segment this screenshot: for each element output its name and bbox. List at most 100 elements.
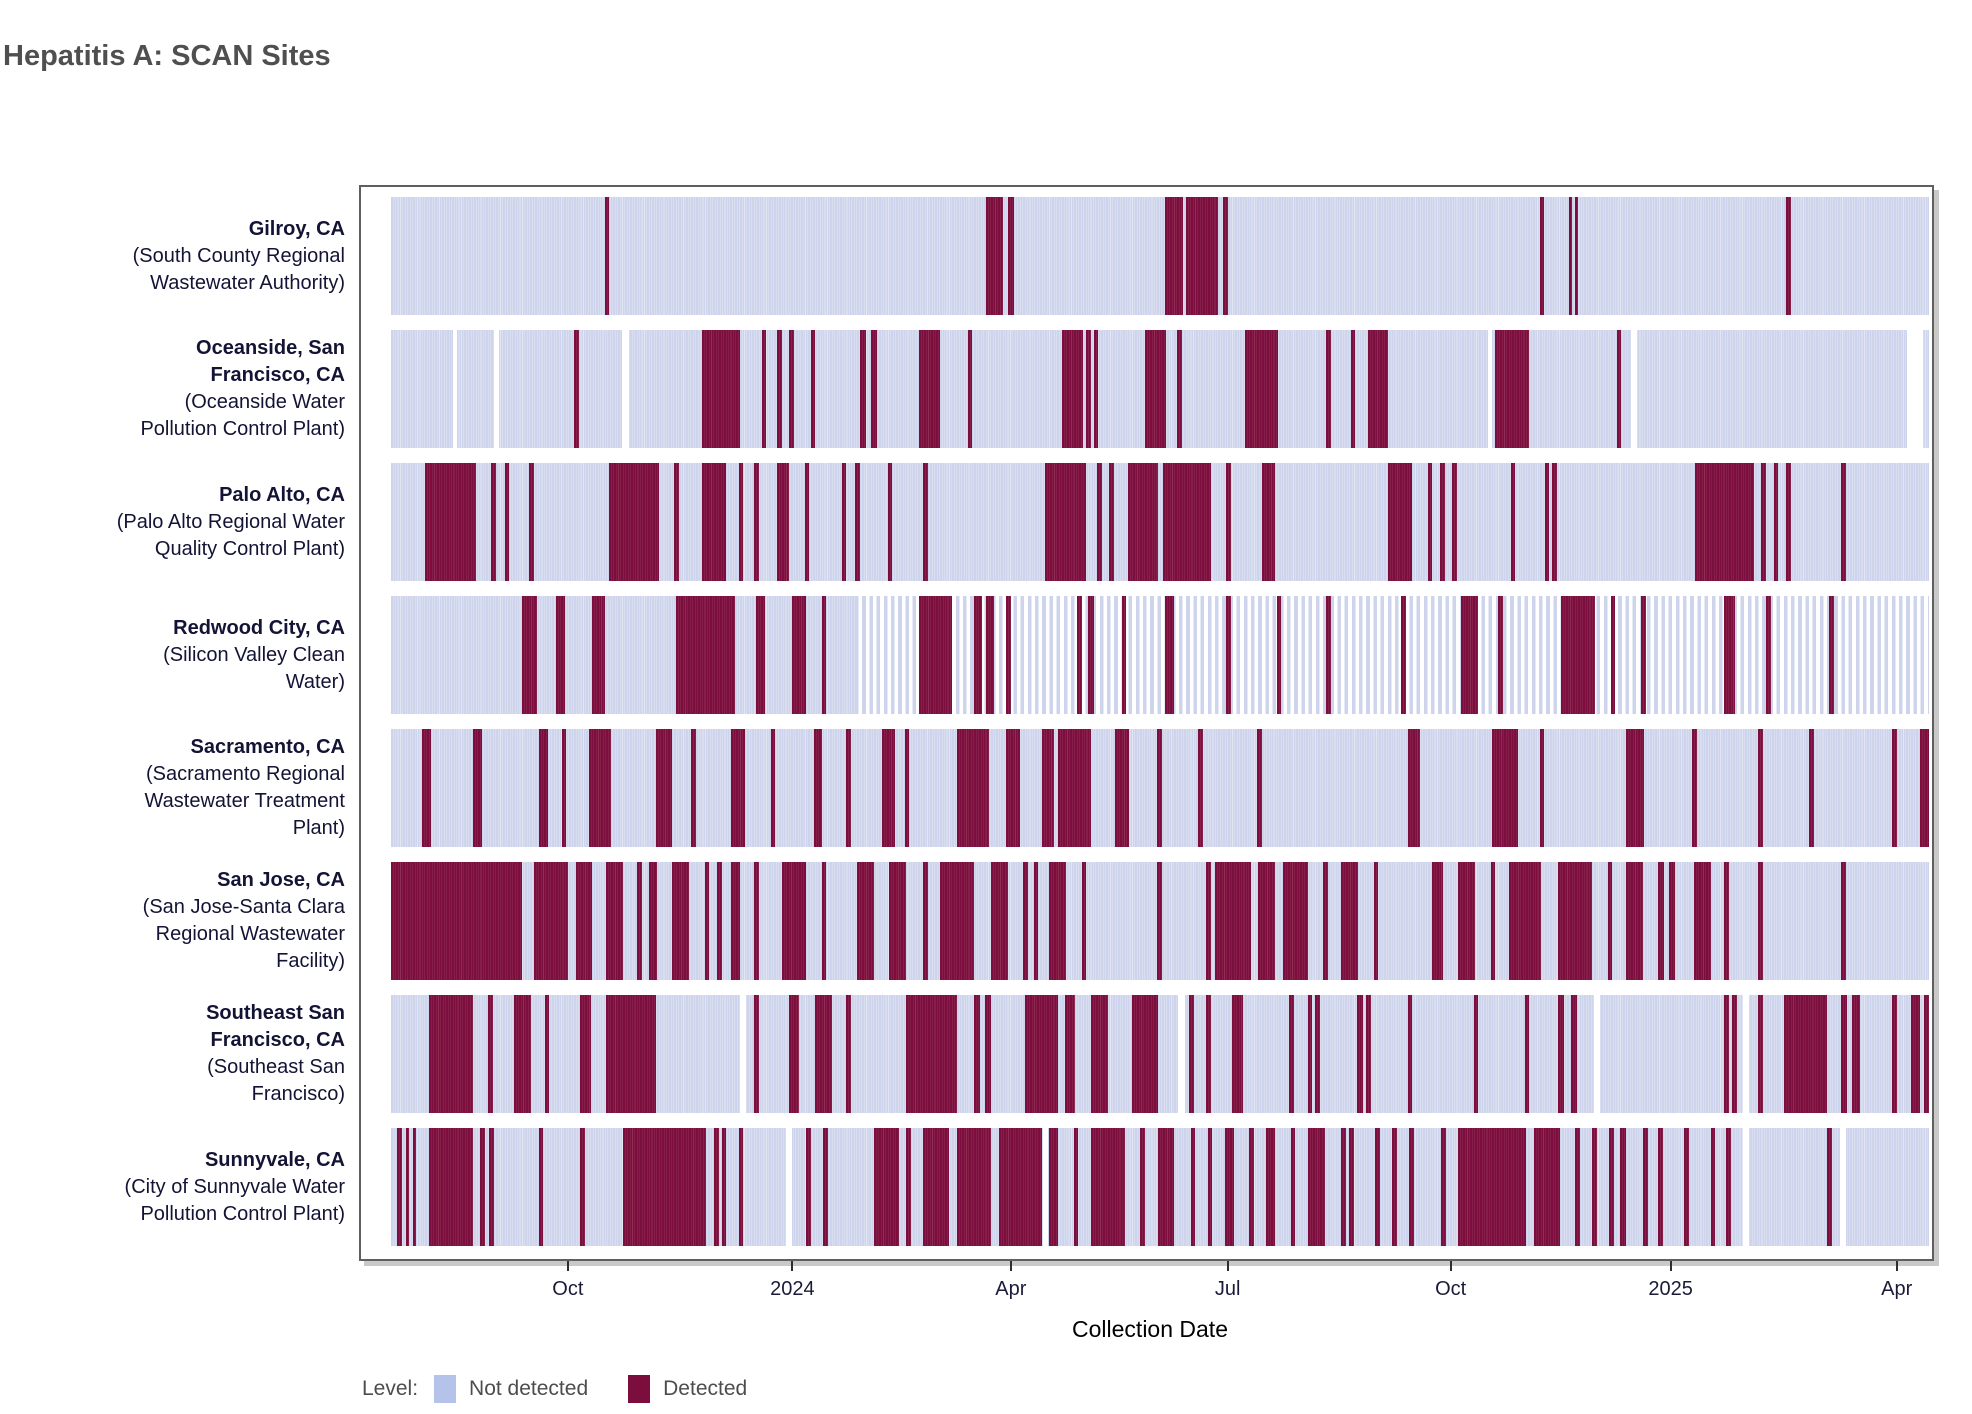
detected-segment: [1592, 1128, 1597, 1246]
facility-name-line: Wastewater Authority): [150, 271, 345, 294]
detected-segment: [555, 596, 565, 714]
detected-segment: [1190, 1128, 1196, 1246]
detected-segment: [504, 463, 510, 581]
detected-segment: [1163, 463, 1211, 581]
detected-segment: [918, 330, 941, 448]
detected-segment: [1341, 862, 1359, 980]
detected-segment: [1226, 596, 1231, 714]
facility-name-line: Francisco): [251, 1083, 345, 1105]
detected-segment: [1033, 862, 1039, 980]
x-tick-mark: [1226, 1261, 1229, 1271]
detected-segment: [1441, 1128, 1447, 1246]
detected-segment: [1758, 995, 1763, 1113]
no-data-gap: [740, 995, 747, 1113]
detected-segment: [940, 862, 974, 980]
detected-segment: [770, 729, 776, 847]
detected-segment: [1785, 197, 1791, 315]
detected-segment: [956, 729, 990, 847]
detected-segment: [1409, 1128, 1414, 1246]
x-tick-mark: [1895, 1261, 1898, 1271]
site-name-line: Southeast San: [206, 1002, 345, 1024]
detected-segment: [1642, 1128, 1648, 1246]
row-strip-sacramento-ca: [391, 729, 1929, 847]
detected-segment: [391, 862, 522, 980]
detected-segment: [1490, 862, 1496, 980]
detected-segment: [1558, 995, 1565, 1113]
detected-segment: [1349, 1128, 1354, 1246]
detected-segment: [1276, 596, 1282, 714]
detected-segment: [1207, 1128, 1213, 1246]
x-tick-mark: [1669, 1261, 1672, 1271]
site-name-line: Redwood City, CA: [173, 616, 345, 639]
detected-segment: [1232, 995, 1244, 1113]
facility-name-line: (Silicon Valley Clean: [163, 643, 345, 666]
detected-segment: [1256, 729, 1262, 847]
row-strip-southeast-san-francisco-ca: [391, 995, 1929, 1113]
site-name-line: Francisco, CA: [210, 1029, 345, 1051]
detected-segment: [1290, 1128, 1296, 1246]
detected-segment: [429, 995, 473, 1113]
detected-segment: [673, 463, 679, 581]
detected-segment: [561, 729, 567, 847]
x-tick-label: 2024: [770, 1278, 815, 1300]
detected-segment: [1356, 995, 1363, 1113]
detected-segment: [1198, 729, 1204, 847]
detected-segment: [1392, 1128, 1397, 1246]
detected-segment: [1619, 1128, 1626, 1246]
detected-segment: [1892, 995, 1897, 1113]
detected-segment: [1081, 862, 1087, 980]
detected-segment: [1710, 1128, 1716, 1246]
detected-segment: [918, 596, 953, 714]
detected-segment: [429, 1128, 473, 1246]
detected-segment: [855, 463, 861, 581]
x-tick-mark: [1449, 1261, 1452, 1271]
no-data-gap: [1839, 1128, 1846, 1246]
detected-segment: [1341, 1128, 1347, 1246]
site-name-line: Francisco, CA: [210, 364, 345, 386]
facility-name-line: (Palo Alto Regional Water: [116, 510, 345, 533]
detected-segment: [1669, 862, 1676, 980]
detected-segment: [1539, 197, 1545, 315]
detected-segment: [1041, 729, 1054, 847]
detected-segment: [397, 1128, 402, 1246]
x-axis-title: Collection Date: [1072, 1316, 1228, 1342]
row-label-san-jose-ca: San Jose, CA (San Jose-Santa Clara Regiona…: [30, 862, 345, 980]
detected-segment: [1684, 1128, 1690, 1246]
detected-segment: [1626, 862, 1643, 980]
detected-segment: [1289, 995, 1294, 1113]
detected-segment: [1186, 197, 1219, 315]
row-strip-redwood-city-ca: [391, 596, 1929, 714]
detected-segment: [870, 330, 877, 448]
detected-segment: [1458, 1128, 1527, 1246]
facility-name-line: (San Jose-Santa Clara: [142, 896, 345, 918]
no-data-gap: [1742, 1128, 1750, 1246]
x-tick-mark: [1009, 1261, 1012, 1271]
detected-segment: [655, 729, 673, 847]
no-data-gap: [1487, 330, 1493, 448]
detected-segment: [1315, 995, 1320, 1113]
row-label-southeast-san-francisco-ca: Southeast San Francisco, CA (Southeast San…: [30, 995, 345, 1113]
detected-segment: [672, 862, 690, 980]
detected-segment: [675, 596, 736, 714]
detected-segment: [1164, 596, 1174, 714]
detected-segment: [1350, 330, 1356, 448]
detected-segment: [606, 862, 624, 980]
detected-segment: [846, 729, 851, 847]
detected-segment: [1326, 596, 1331, 714]
row-strip-gilroy-ca: [391, 197, 1929, 315]
detected-segment: [1375, 1128, 1380, 1246]
detected-segment: [575, 862, 593, 980]
facility-name-line: (Oceanside Water: [184, 391, 345, 413]
detected-segment: [1758, 729, 1763, 847]
site-name-line: Palo Alto, CA: [219, 483, 345, 506]
detected-segment: [406, 1128, 410, 1246]
detected-segment: [1575, 1128, 1580, 1246]
detected-segment: [1558, 862, 1593, 980]
detected-segment: [881, 729, 896, 847]
no-data-gap: [1630, 330, 1637, 448]
detected-segment: [1249, 1128, 1254, 1246]
detected-segment: [514, 995, 531, 1113]
detected-segment: [1024, 995, 1059, 1113]
detected-segment: [1266, 1128, 1276, 1246]
detected-segment: [1758, 862, 1763, 980]
